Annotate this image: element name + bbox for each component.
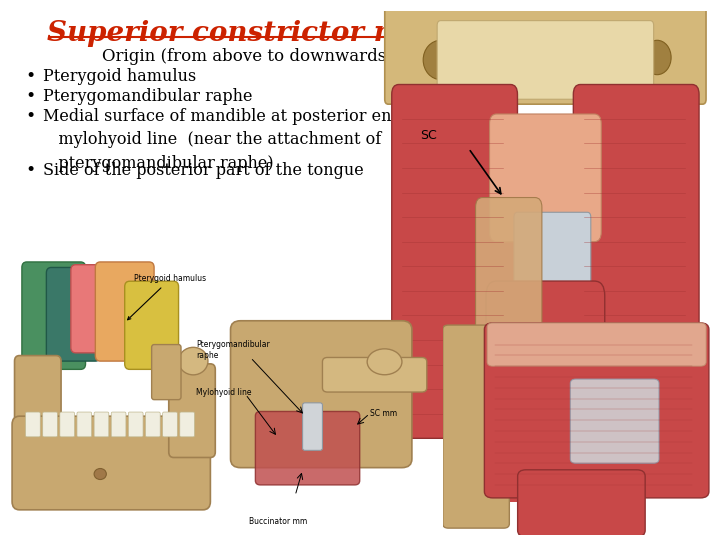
Text: Pterygomandibular raphe: Pterygomandibular raphe [43,88,253,105]
Ellipse shape [475,40,503,75]
FancyBboxPatch shape [42,412,58,437]
FancyBboxPatch shape [12,416,210,510]
FancyBboxPatch shape [163,412,177,437]
FancyBboxPatch shape [487,323,706,366]
FancyBboxPatch shape [95,262,154,361]
Text: Mylohyoid line: Mylohyoid line [196,388,251,397]
FancyBboxPatch shape [71,265,125,353]
Text: Pterygomandibular
raphe: Pterygomandibular raphe [196,340,269,360]
Text: •: • [25,68,35,85]
FancyBboxPatch shape [256,411,360,485]
FancyBboxPatch shape [94,412,109,437]
FancyBboxPatch shape [514,212,591,320]
FancyBboxPatch shape [573,84,699,438]
Text: Pterygoid hamulus: Pterygoid hamulus [43,68,197,85]
FancyBboxPatch shape [437,21,654,99]
FancyBboxPatch shape [475,198,542,364]
FancyBboxPatch shape [14,355,61,444]
Text: •: • [25,88,35,105]
FancyBboxPatch shape [577,90,682,148]
Text: •: • [25,108,35,125]
Text: •: • [25,162,35,179]
FancyBboxPatch shape [409,90,514,148]
Text: Origin (from above to downwards): Origin (from above to downwards) [60,48,392,65]
Ellipse shape [94,469,107,480]
FancyBboxPatch shape [128,412,143,437]
FancyBboxPatch shape [302,403,323,450]
FancyBboxPatch shape [125,281,179,369]
FancyBboxPatch shape [485,323,709,498]
FancyBboxPatch shape [26,412,40,437]
FancyBboxPatch shape [570,379,659,463]
Text: SC: SC [420,129,436,141]
FancyBboxPatch shape [443,325,509,528]
Text: Buccinator mm: Buccinator mm [248,517,307,526]
FancyBboxPatch shape [384,6,706,104]
FancyBboxPatch shape [230,321,412,468]
Ellipse shape [580,40,615,79]
FancyBboxPatch shape [46,267,100,361]
Ellipse shape [423,40,458,79]
Ellipse shape [179,347,208,375]
FancyBboxPatch shape [168,364,215,457]
FancyBboxPatch shape [323,357,427,392]
Text: SC mm: SC mm [369,409,397,418]
Ellipse shape [643,40,671,75]
Ellipse shape [367,349,402,375]
FancyBboxPatch shape [486,281,605,507]
Text: Superior constrictor muscle: Superior constrictor muscle [47,20,483,47]
FancyBboxPatch shape [60,412,75,437]
FancyBboxPatch shape [490,114,601,242]
FancyBboxPatch shape [180,412,194,437]
FancyBboxPatch shape [392,84,518,438]
FancyBboxPatch shape [518,470,645,537]
FancyBboxPatch shape [152,345,181,400]
FancyBboxPatch shape [77,412,91,437]
FancyBboxPatch shape [22,262,86,369]
Text: Medial surface of mandible at posterior end of
   mylohyoid line  (near the atta: Medial surface of mandible at posterior … [43,108,423,172]
Text: Side of the posterior part of the tongue: Side of the posterior part of the tongue [43,162,364,179]
FancyBboxPatch shape [112,412,126,437]
Text: Pterygoid hamulus: Pterygoid hamulus [127,274,207,320]
FancyBboxPatch shape [145,412,161,437]
